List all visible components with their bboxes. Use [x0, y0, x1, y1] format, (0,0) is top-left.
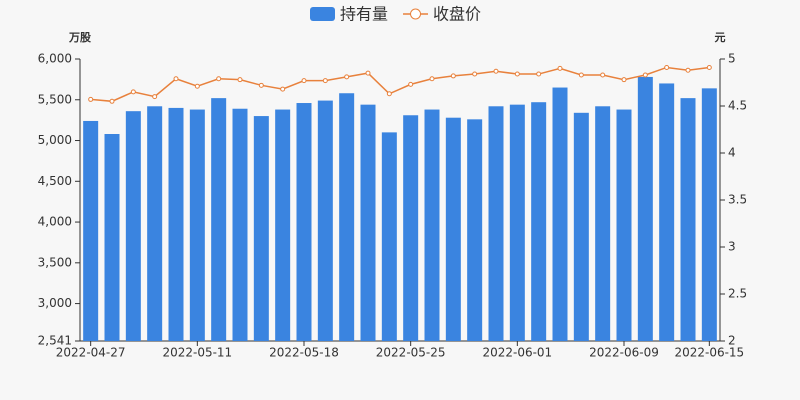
point: [642, 72, 648, 78]
bar: [253, 116, 269, 342]
point: [578, 72, 584, 78]
bar: [552, 87, 568, 341]
bar: [104, 134, 120, 341]
point: [280, 86, 286, 92]
bar: [637, 76, 653, 341]
x-tick-label: 2022-06-15: [674, 346, 744, 360]
point: [130, 89, 136, 95]
bar: [595, 106, 611, 341]
x-tick-label: 2022-05-11: [162, 346, 232, 360]
point: [706, 64, 712, 70]
y-tick-label: 2,541: [38, 334, 72, 348]
legend: 持有量 收盘价: [310, 5, 481, 24]
bar: [232, 108, 248, 341]
point: [514, 71, 520, 77]
point: [600, 72, 606, 78]
bar: [147, 106, 163, 341]
legend-label: 收盘价: [433, 5, 481, 24]
bar: [701, 88, 717, 342]
bar: [509, 104, 525, 341]
y-tick-label: 3,500: [38, 255, 72, 269]
y-tick-label: 5,000: [38, 133, 72, 147]
point: [664, 64, 670, 70]
point: [173, 76, 179, 82]
y2-tick-label: 3: [728, 240, 736, 254]
legend-swatch: [410, 8, 422, 20]
bar: [659, 83, 675, 341]
bar: [211, 98, 227, 342]
point: [536, 71, 542, 77]
bar: [296, 103, 312, 341]
bar: [168, 107, 184, 342]
bar: [360, 104, 376, 341]
bar: [616, 109, 632, 341]
point: [621, 77, 627, 83]
bar: [189, 109, 205, 341]
bar: [125, 111, 141, 341]
y-tick-label: 5,500: [38, 92, 72, 106]
bar: [381, 132, 397, 341]
bar: [467, 119, 483, 341]
bar: [573, 112, 589, 341]
bar: [275, 109, 291, 341]
legend-swatch: [310, 7, 335, 21]
bar: [317, 100, 333, 341]
y2-tick-label: 2: [728, 334, 736, 348]
point: [557, 65, 563, 71]
y-tick-label: 4,500: [38, 174, 72, 188]
point: [216, 76, 222, 82]
point: [194, 83, 200, 89]
y2-tick-label: 5: [728, 52, 736, 66]
bar: [680, 98, 696, 342]
bar: [424, 109, 440, 341]
y2-axis-label: 元: [715, 31, 726, 44]
bar: [403, 115, 419, 341]
bar: [488, 106, 504, 341]
point: [493, 68, 499, 74]
bar: [445, 117, 461, 342]
y2-tick-label: 3.5: [728, 193, 747, 207]
y-axis-label: 万股: [68, 31, 92, 44]
point: [685, 67, 691, 73]
point: [322, 78, 328, 84]
point: [472, 71, 478, 77]
y-tick-label: 4,000: [38, 215, 72, 229]
point: [450, 73, 456, 79]
bar: [83, 120, 99, 341]
y-tick-label: 6,000: [38, 52, 72, 66]
x-tick-label: 2022-04-27: [56, 346, 126, 360]
x-tick-label: 2022-06-09: [589, 346, 659, 360]
y2-tick-label: 2.5: [728, 287, 747, 301]
legend-label: 持有量: [340, 5, 388, 24]
point: [408, 81, 414, 87]
y-tick-label: 3,000: [38, 296, 72, 310]
bar: [339, 93, 355, 341]
x-tick-label: 2022-05-25: [376, 346, 446, 360]
point: [88, 96, 94, 102]
line: [90, 66, 710, 103]
y2-tick-label: 4: [728, 146, 736, 160]
point: [258, 82, 264, 88]
point: [152, 94, 158, 100]
point: [365, 70, 371, 76]
point: [429, 76, 435, 82]
point: [109, 98, 115, 104]
point: [301, 78, 307, 84]
y2-tick-label: 4.5: [728, 99, 747, 113]
point: [237, 77, 243, 83]
bar: [531, 102, 547, 342]
point: [386, 91, 392, 97]
x-tick-label: 2022-05-18: [269, 346, 339, 360]
x-tick-label: 2022-06-01: [482, 346, 552, 360]
point: [344, 74, 350, 80]
